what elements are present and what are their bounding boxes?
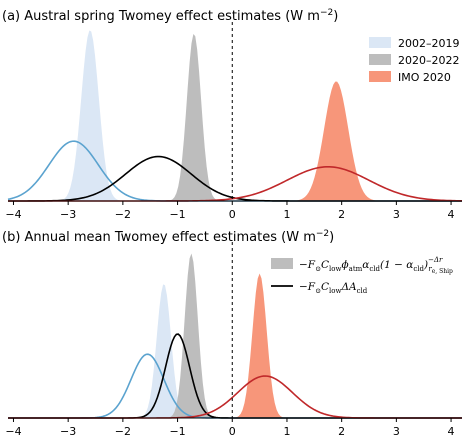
panel-b-series-3-curve <box>8 353 462 419</box>
panel-b-tick-label-3: −1 <box>169 425 185 438</box>
panel-b-title: (b) Annual mean Twomey effect estimates … <box>2 229 334 245</box>
legend-swatch-2020-2022 <box>369 54 391 65</box>
panel-a-tick-label-8: 4 <box>448 208 455 221</box>
panel-a-tick-label-7: 3 <box>393 208 400 221</box>
panel-b-fills <box>8 253 462 418</box>
panel-b-lines <box>8 333 462 419</box>
panel-b-tick-label-7: 3 <box>393 425 400 438</box>
panel-b-tick-label-1: −3 <box>60 425 76 438</box>
panel-b-tick-label-8: 4 <box>448 425 455 438</box>
panel-b-tick-label-0: −4 <box>5 425 21 438</box>
panel-b-legend: −F⊙Clowϕatmαcld(1 − αcld)−Δr re, Ship −F⊙… <box>271 256 453 295</box>
legend-swatch-2002-2019 <box>369 37 391 48</box>
panel-b-series-0-area <box>8 284 462 418</box>
legend-label-formula-1: −F⊙Clowϕatmαcld(1 − αcld)−Δr re, Ship <box>299 256 453 275</box>
legend-label-2002-2019: 2002–2019 <box>398 37 460 50</box>
panel-a-tick-label-1: −3 <box>60 208 76 221</box>
panel-b-ticks: −4 −3 −2 −1 0 1 2 3 4 <box>5 418 455 438</box>
panel-b-tick-label-4: 0 <box>229 425 236 438</box>
legend-swatch-formula-1 <box>271 258 293 269</box>
legend-label-2020-2022: 2020–2022 <box>398 54 460 67</box>
panel-b-tick-label-2: −2 <box>115 425 131 438</box>
panel-b-tick-label-5: 1 <box>283 425 290 438</box>
panel-a-tick-label-0: −4 <box>5 208 21 221</box>
panel-a-tick-label-2: −2 <box>115 208 131 221</box>
panel-a-fills <box>8 30 462 202</box>
panel-a-ticks: −4 −3 −2 −1 0 1 2 3 4 <box>5 201 455 221</box>
panel-a: (a) Austral spring Twomey effect estimat… <box>2 8 463 221</box>
panel-a-tick-label-6: 2 <box>338 208 345 221</box>
panel-a-tick-label-5: 1 <box>283 208 290 221</box>
panel-b-series-4-curve <box>8 333 462 419</box>
panel-b-series-2-area <box>8 273 462 418</box>
legend-label-formula-2: −F⊙ClowΔAcld <box>299 281 368 295</box>
panel-b-series-5-curve <box>8 375 462 419</box>
panel-a-series-0-area <box>8 30 462 202</box>
panel-a-tick-label-3: −1 <box>169 208 185 221</box>
panel-a-tick-label-4: 0 <box>229 208 236 221</box>
panel-a-legend: 2002–2019 2020–2022 IMO 2020 <box>369 37 460 84</box>
panel-b-tick-label-6: 2 <box>338 425 345 438</box>
panel-b: (b) Annual mean Twomey effect estimates … <box>2 229 462 438</box>
legend-label-imo-2020: IMO 2020 <box>398 71 451 84</box>
panel-a-title: (a) Austral spring Twomey effect estimat… <box>2 8 338 24</box>
legend-swatch-imo-2020 <box>369 71 391 82</box>
panel-b-series-1-area <box>8 253 462 418</box>
